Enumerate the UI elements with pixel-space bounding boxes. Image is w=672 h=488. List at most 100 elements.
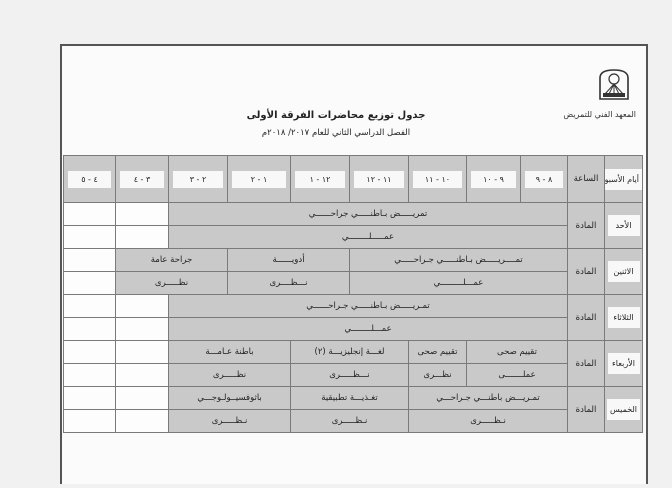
empty-cell [63,248,116,272]
session-type-cell: نـظـــــرى [290,409,409,433]
subject-label: المادة [575,358,597,369]
day-cell: الثلاثاء [604,294,643,341]
empty-cell [63,340,116,364]
subject-cell: تمـريـــض باطنـــي جـراحـــي [408,386,568,410]
session-type-cell: نظـــرى [408,363,467,387]
subject-cell: تمريـــــض بـاطنـــــي جراحــــــي [168,202,568,226]
table-row: الأربعاء المادة تقييم صحى تقييم صحى لغـــة إ… [63,340,643,387]
day-cell: الأربعاء [604,340,643,387]
subject-label-cell: المادة [567,202,605,249]
session-type-cell: عملـــــــى [466,363,568,387]
empty-cell [115,294,169,318]
table-row: الثلاثاء المادة تمـريـــــض بـاطنـــــي جـ… [63,294,643,341]
subject-label: المادة [575,220,597,231]
hour-slot-header: ٩ - ١٠ [466,155,521,203]
hour-slot-header: ١ - ٢ [227,155,291,203]
empty-cell [63,202,116,226]
subject-cell: تغـذيـــة تطبيقية [290,386,409,410]
empty-cell [115,202,169,226]
session-type-cell: نـظـــــرى [408,409,568,433]
table-row: عمـــلــــــــي [63,317,643,341]
hour-slot-label: ١٠ - ١١ [413,170,462,188]
day-label: الثلاثاء [607,307,640,328]
subject-cell: باطنة عـامـــة [168,340,291,364]
hour-slot-header: ١٢ - ١ [290,155,350,203]
session-type-cell: نـــظـــــرى [290,363,409,387]
document-subtitle: الفصل الدراسي الثاني للعام ٢٠١٧/ ٢٠١٨م [261,128,411,138]
table-row: عمـــلـــــــــي نـــظــــرى نظـــــرى [63,271,643,295]
hour-slot-label: ١ - ٢ [232,170,286,188]
subject-label: المادة [575,404,597,415]
empty-cell [115,317,169,341]
subject-cell: تمـريـــــض بـاطنـــــي جـراحــــــي [168,294,568,318]
table-row: الخميس المادة تمـريـــض باطنـــي جـراحـــي… [63,386,643,433]
hour-slot-header: ٨ - ٩ [520,155,568,203]
hour-header-label: الساعة [573,174,599,184]
empty-cell [115,363,169,387]
subject-cell: تقييم صحى [408,340,467,364]
day-label: الأربعاء [607,353,640,374]
hour-slot-label: ٩ - ١٠ [471,170,516,188]
header-row: أيام الأسبوع الساعة ٨ - ٩ ٩ - ١٠ ١٠ - ١١ ١١ -… [63,155,643,203]
day-label: الأحد [607,215,640,236]
subject-cell: تمــــريـــــض بـاطنـــــي جـراحـــــي [349,248,568,272]
empty-cell [63,409,116,433]
empty-cell [115,340,169,364]
subject-label-cell: المادة [567,386,605,433]
day-label: الخميس [606,399,641,420]
day-cell: الاثنين [604,248,643,295]
session-type-cell: نظـــــرى [115,271,228,295]
timetable: أيام الأسبوع الساعة ٨ - ٩ ٩ - ١٠ ١٠ - ١١ ١١ -… [63,155,643,433]
document-title: جدول توزيع محاضرات الفرقة الأولى [246,110,426,121]
empty-cell [63,225,116,249]
hour-slot-label: ٢ - ٣ [173,170,223,188]
subject-cell: جراحة عامة [115,248,228,272]
session-type-cell: نـظـــــرى [168,409,291,433]
session-type-cell: عمـــــلــــــــي [168,225,568,249]
subject-cell: باثوفسيــولـوجـــي [168,386,291,410]
subject-label: المادة [575,312,597,323]
empty-cell [63,271,116,295]
day-label: الاثنين [607,261,640,282]
subject-cell: أدويــــــة [227,248,350,272]
hour-slot-header: ٢ - ٣ [168,155,228,203]
empty-cell [63,386,116,410]
empty-cell [115,409,169,433]
empty-cell [115,225,169,249]
hour-slot-header: ١١ - ١٢ [349,155,409,203]
subject-cell: تقييم صحى [466,340,568,364]
subject-cell: لغـــة إنجليزيـــة (٢) [290,340,409,364]
hour-column-header: الساعة [567,155,605,203]
day-column-header: أيام الأسبوع [604,155,643,203]
hour-slot-label: ١١ - ١٢ [354,170,404,188]
subject-label-cell: المادة [567,340,605,387]
institute-logo [599,69,629,100]
day-cell: الخميس [604,386,643,433]
session-type-cell: نـــظــــرى [227,271,350,295]
empty-cell [63,294,116,318]
empty-cell [63,317,116,341]
day-header-label: أيام الأسبوع [605,168,642,190]
hour-slot-label: ٤ - ٥ [68,170,111,188]
session-type-cell: نظـــــرى [168,363,291,387]
table-row: الاثنين المادة تمــــريـــــض بـاطنـــــي … [63,248,643,295]
table-row: عملـــــــى نظـــرى نـــظـــــرى نظـــــرى [63,363,643,387]
empty-cell [115,386,169,410]
table-row: عمـــــلــــــــي [63,225,643,249]
hour-slot-header: ١٠ - ١١ [408,155,467,203]
subject-label: المادة [575,266,597,277]
subject-label-cell: المادة [567,294,605,341]
hour-slot-label: ٨ - ٩ [525,170,563,188]
session-type-cell: عمـــلـــــــــي [349,271,568,295]
subject-label-cell: المادة [567,248,605,295]
hour-slot-label: ١٢ - ١ [295,170,345,188]
table-row: الأحد المادة تمريـــــض بـاطنـــــي جراحــ… [63,202,643,249]
table-row: نـظـــــرى نـظـــــرى نـظـــــرى [63,409,643,433]
session-type-cell: عمـــلــــــــي [168,317,568,341]
hour-slot-header: ٤ - ٥ [63,155,116,203]
hour-slot-header: ٣ - ٤ [115,155,169,203]
hour-slot-label: ٣ - ٤ [120,170,164,188]
day-cell: الأحد [604,202,643,249]
empty-cell [63,363,116,387]
institute-name: المعهد الفني للتمريض [563,110,636,119]
